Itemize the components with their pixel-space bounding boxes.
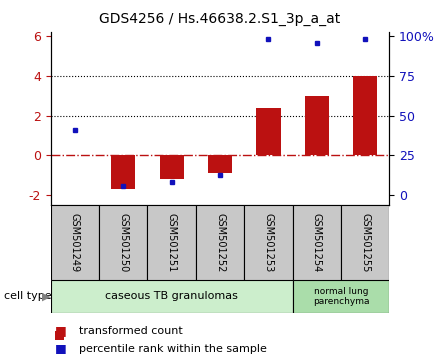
Text: GDS4256 / Hs.46638.2.S1_3p_a_at: GDS4256 / Hs.46638.2.S1_3p_a_at (99, 12, 341, 27)
Text: ■: ■ (55, 325, 67, 337)
Text: caseous TB granulomas: caseous TB granulomas (105, 291, 238, 302)
Bar (196, 205, 244, 280)
Bar (305, 96, 329, 155)
Text: GSM501254: GSM501254 (312, 213, 322, 272)
Text: GSM501252: GSM501252 (215, 213, 225, 272)
Text: GSM501255: GSM501255 (360, 213, 370, 272)
Text: cell type: cell type (4, 291, 52, 302)
Bar (244, 205, 293, 280)
Bar (51, 280, 293, 313)
Text: ■: ■ (55, 342, 67, 354)
Text: GSM501253: GSM501253 (264, 213, 273, 272)
Bar (99, 205, 147, 280)
Text: transformed count: transformed count (79, 326, 183, 336)
Text: normal lung
parenchyma: normal lung parenchyma (313, 287, 369, 306)
Bar (293, 280, 389, 313)
Text: GSM501249: GSM501249 (70, 213, 80, 272)
Bar (256, 108, 281, 155)
Text: percentile rank within the sample: percentile rank within the sample (79, 344, 267, 354)
Text: ▶: ▶ (42, 291, 50, 302)
Bar (293, 205, 341, 280)
Bar (159, 155, 183, 179)
Text: GSM501250: GSM501250 (118, 213, 128, 272)
Bar (111, 155, 136, 189)
Text: GSM501251: GSM501251 (167, 213, 176, 272)
Bar (147, 205, 196, 280)
Bar (208, 155, 232, 173)
Bar (51, 205, 99, 280)
Bar (341, 205, 389, 280)
Bar (353, 76, 377, 155)
